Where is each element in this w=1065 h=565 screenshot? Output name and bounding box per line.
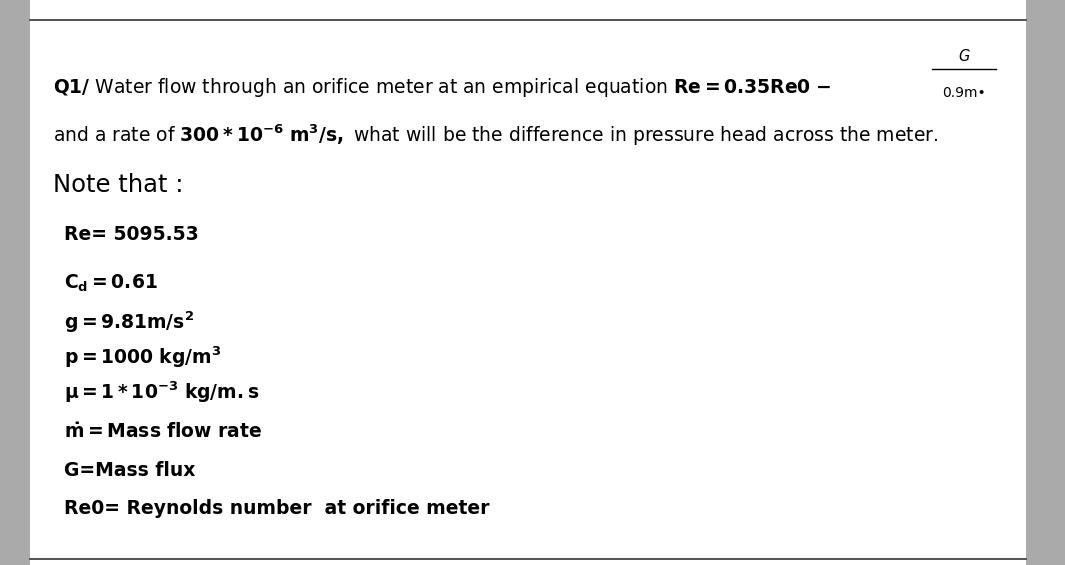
Text: G: G: [958, 49, 969, 64]
Text: and a rate of $\mathbf{300*10^{-6}\ m^3/s,}$ what will be the difference in pres: and a rate of $\mathbf{300*10^{-6}\ m^3/…: [53, 123, 938, 149]
Bar: [1026, 0, 1065, 565]
Text: $\mathbf{\dot{m}}$$\mathbf{= Mass\ flow\ rate}$: $\mathbf{\dot{m}}$$\mathbf{= Mass\ flow\…: [64, 422, 262, 442]
Text: $\mathbf{p=1000\ kg/m^3}$: $\mathbf{p=1000\ kg/m^3}$: [64, 344, 222, 370]
Bar: [0, 0, 30, 565]
Text: G=Mass flux: G=Mass flux: [64, 460, 195, 480]
Text: $\mathbf{Q1/}$ Water flow through an orifice meter at an empirical equation $\ma: $\mathbf{Q1/}$ Water flow through an ori…: [53, 76, 832, 99]
Text: 0.9m•: 0.9m•: [941, 86, 986, 100]
Text: $\mathbf{g= 9.81m/s^2}$: $\mathbf{g= 9.81m/s^2}$: [64, 309, 194, 335]
Text: $\mathbf{C_d = 0.61}$: $\mathbf{C_d = 0.61}$: [64, 273, 158, 294]
Text: $\mathbf{\mu = 1*10^{-3}\ kg/m.s}$: $\mathbf{\mu = 1*10^{-3}\ kg/m.s}$: [64, 379, 259, 405]
Text: Re= 5095.53: Re= 5095.53: [64, 225, 199, 244]
Text: Note that :: Note that :: [53, 173, 184, 197]
Text: Re0= Reynolds number  at orifice meter: Re0= Reynolds number at orifice meter: [64, 499, 490, 518]
